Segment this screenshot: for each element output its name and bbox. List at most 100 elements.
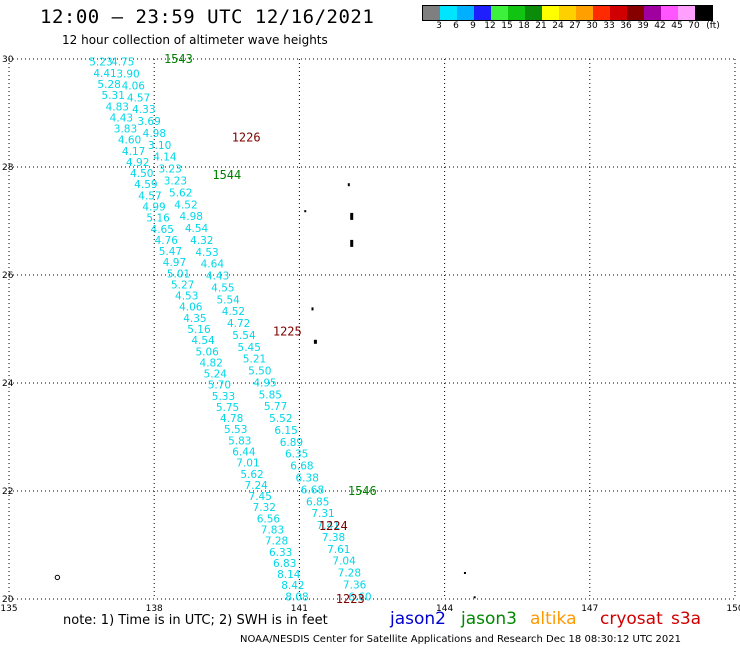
swh-value: 4.98 — [143, 128, 166, 140]
swh-value: 7.36 — [343, 579, 367, 591]
legend-item-s3a: s3a — [671, 609, 702, 629]
swh-value: 5.77 — [264, 401, 287, 413]
swh-value: 4.53 — [175, 291, 198, 303]
swh-value: 5.47 — [159, 246, 182, 258]
map-subtitle: 12 hour collection of altimeter wave hei… — [62, 33, 328, 47]
colorbar-swatch — [525, 6, 542, 20]
swh-value: 5.45 — [238, 342, 261, 354]
axis-tick-labels: 135 138 141 144 147 150 30 28 26 24 22 20 — [0, 55, 740, 614]
swh-value: 7.32 — [253, 502, 276, 514]
colorbar-label: 45 — [671, 21, 683, 31]
colorbar-label: 70 — [688, 21, 700, 31]
swh-value: 5.52 — [269, 413, 292, 425]
colorbar-label: 6 — [453, 21, 459, 31]
swh-value: 4.72 — [227, 318, 250, 330]
swh-value: 7.04 — [332, 556, 356, 568]
swh-value: 5.54 — [232, 330, 256, 342]
colorbar-swatch — [508, 6, 525, 20]
swh-value: 4.99 — [142, 201, 165, 213]
swh-value: 4.54 — [185, 223, 209, 235]
pass-time-label: 1544 — [212, 168, 241, 182]
colorbar-swatch — [593, 6, 610, 20]
x-tick-label: 138 — [146, 604, 163, 614]
swh-value: 4.32 — [190, 235, 213, 247]
swh-value: 4.41 — [93, 68, 116, 80]
swh-value: 6.38 — [296, 473, 319, 485]
pass-time-label: 1225 — [273, 325, 302, 339]
colorbar-swatch — [457, 6, 474, 20]
swh-value: 6.68 — [301, 484, 324, 496]
colorbar-swatch — [695, 6, 712, 20]
swh-value: 5.50 — [248, 366, 271, 378]
legend-item-jason3: jason3 — [461, 609, 517, 629]
pass-time-label: 1223 — [336, 592, 365, 606]
swh-value: 5.53 — [224, 424, 247, 436]
legend-item-cryosat: cryosat — [600, 609, 663, 629]
x-tick-label: 135 — [0, 604, 17, 614]
colorbar-label: 3 — [436, 21, 442, 31]
x-tick-label: 147 — [581, 604, 598, 614]
swh-value: 4.92 — [126, 157, 149, 169]
swh-value: 5.16 — [187, 324, 211, 336]
swh-value: 4.17 — [122, 146, 145, 158]
y-tick-label: 24 — [2, 379, 14, 389]
swh-value: 5.75 — [216, 402, 239, 414]
swh-value: 4.43 — [206, 271, 229, 283]
legend-item-jason2: jason2 — [390, 609, 446, 629]
swh-value: 6.83 — [273, 558, 296, 570]
swh-value: 8.42 — [281, 580, 304, 592]
swh-value: 6.33 — [269, 547, 292, 559]
swh-value: 3.90 — [116, 69, 139, 81]
x-tick-label: 144 — [436, 604, 453, 614]
colorbar-label: 15 — [501, 21, 513, 31]
colorbar-label: 33 — [603, 21, 615, 31]
swh-value: 6.89 — [280, 437, 303, 449]
swh-value: 7.24 — [244, 480, 268, 492]
y-tick-label: 28 — [2, 163, 14, 173]
swh-value: 8.08 — [285, 591, 308, 603]
colorbar-swatch — [440, 6, 457, 20]
swh-value: 6.35 — [285, 449, 308, 461]
island-marker — [304, 210, 307, 213]
swh-value: 5.31 — [102, 90, 125, 102]
map-title: 12:00 – 23:59 UTC 12/16/2021 — [40, 6, 375, 28]
islands — [54, 183, 476, 599]
island-marker — [311, 307, 314, 311]
swh-value: 7.41 — [317, 520, 340, 532]
swh-value: 6.44 — [232, 447, 256, 459]
swh-value: 5.16 — [146, 213, 170, 225]
swh-value: 4.64 — [201, 259, 225, 271]
swh-value: 5.70 — [208, 380, 231, 392]
colorbar-swatch — [474, 6, 491, 20]
colorbar-label: 36 — [620, 21, 632, 31]
swh-value: 3.23 — [164, 176, 187, 188]
swh-value: 4.06 — [122, 80, 146, 92]
island-marker — [463, 572, 466, 574]
swh-value: 4.78 — [220, 413, 243, 425]
colorbar-swatch — [661, 6, 678, 20]
swh-value: 4.54 — [191, 335, 215, 347]
swh-value: 7.38 — [322, 532, 345, 544]
y-tick-label: 26 — [2, 271, 14, 281]
colorbar-label: (ft) — [706, 21, 720, 31]
y-tick-label: 30 — [2, 55, 14, 65]
swh-value: 5.24 — [204, 369, 228, 381]
swh-value: 5.85 — [259, 389, 282, 401]
swh-value: 4.53 — [195, 247, 218, 259]
swh-value: 3.83 — [114, 124, 137, 136]
swh-value: 5.27 — [171, 279, 194, 291]
credit-line: NOAA/NESDIS Center for Satellite Applica… — [240, 634, 682, 645]
swh-value: 5.62 — [169, 187, 192, 199]
swh-value: 4.75 — [111, 57, 134, 69]
pass-time-label: 1224 — [319, 519, 348, 533]
swh-value: 4.52 — [174, 199, 197, 211]
swh-value: 7.31 — [311, 508, 334, 520]
x-tick-label: 150 — [726, 604, 740, 614]
legend-item-altika: altika — [530, 609, 577, 629]
swh-value: 4.83 — [106, 101, 129, 113]
swh-value: 4.59 — [134, 179, 157, 191]
swh-value: 7.45 — [249, 491, 272, 503]
island-circle — [54, 574, 61, 581]
swh-value: 6.68 — [290, 461, 313, 473]
